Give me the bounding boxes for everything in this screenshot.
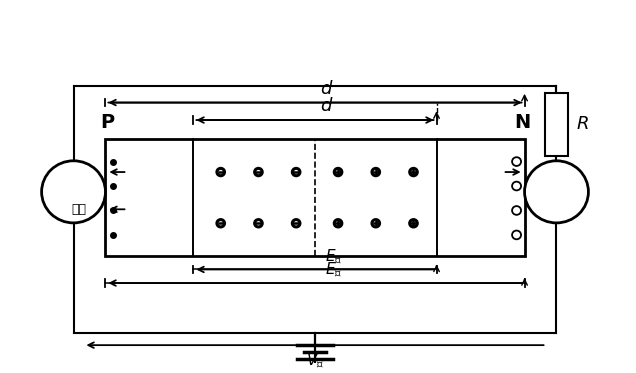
Circle shape <box>512 157 521 166</box>
Circle shape <box>254 168 262 176</box>
Bar <box>544 93 569 156</box>
Text: $d$: $d$ <box>320 97 333 115</box>
Circle shape <box>525 161 588 223</box>
Circle shape <box>254 220 262 227</box>
Text: N: N <box>515 113 530 132</box>
Circle shape <box>512 206 521 215</box>
Text: $E_{内}$: $E_{内}$ <box>325 260 342 279</box>
Circle shape <box>217 220 225 227</box>
Circle shape <box>335 220 342 227</box>
Circle shape <box>410 168 417 176</box>
Text: $E_{内}$: $E_{内}$ <box>325 247 342 266</box>
Circle shape <box>41 161 106 223</box>
Circle shape <box>293 220 300 227</box>
Text: R: R <box>576 115 589 134</box>
Text: 复合: 复合 <box>71 203 86 216</box>
Circle shape <box>512 182 521 190</box>
Text: $d$: $d$ <box>320 80 333 98</box>
Circle shape <box>372 168 380 176</box>
Bar <box>106 140 525 256</box>
Circle shape <box>217 168 225 176</box>
Circle shape <box>293 168 300 176</box>
Text: $V_{外}$: $V_{外}$ <box>306 351 324 370</box>
Text: P: P <box>100 113 114 132</box>
Circle shape <box>335 168 342 176</box>
Circle shape <box>372 220 380 227</box>
Circle shape <box>512 231 521 239</box>
Circle shape <box>410 220 417 227</box>
